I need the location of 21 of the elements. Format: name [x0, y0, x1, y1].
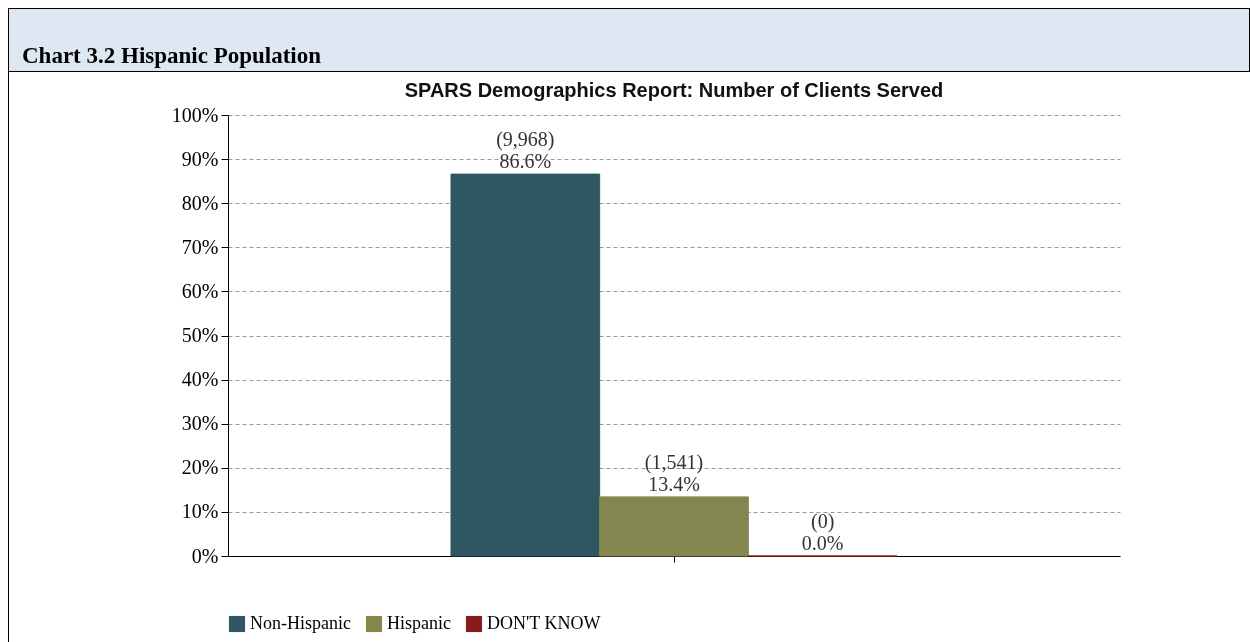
y-tick-label: 80% — [181, 191, 219, 214]
bar — [450, 173, 601, 557]
chart-subtitle: SPARS Demographics Report: Number of Clients Served — [404, 79, 944, 101]
y-tick-label: 0% — [191, 544, 219, 567]
y-tick-label: 30% — [181, 412, 219, 435]
y-tick-label: 40% — [181, 368, 219, 391]
legend-label: Hispanic — [387, 613, 451, 633]
data-label: (1,541) 13.4% — [644, 450, 704, 495]
data-label: (0) 0.0% — [801, 510, 844, 554]
legend-label: DON'T KNOW — [487, 613, 601, 633]
bar — [599, 496, 749, 557]
y-tick-label: 60% — [181, 279, 219, 302]
y-tick-label: 10% — [181, 500, 219, 523]
y-tick-label: 50% — [181, 324, 219, 346]
y-tick-label: 100% — [171, 103, 219, 126]
y-tick-label: 20% — [181, 456, 219, 479]
y-tick-label: 90% — [181, 147, 219, 170]
y-tick-label: 70% — [181, 235, 219, 258]
chart-title: Chart 3.2 Hispanic Population — [8, 8, 1250, 72]
legend-label: Non-Hispanic — [250, 613, 351, 633]
data-label: (9,968) 86.6% — [496, 128, 555, 173]
